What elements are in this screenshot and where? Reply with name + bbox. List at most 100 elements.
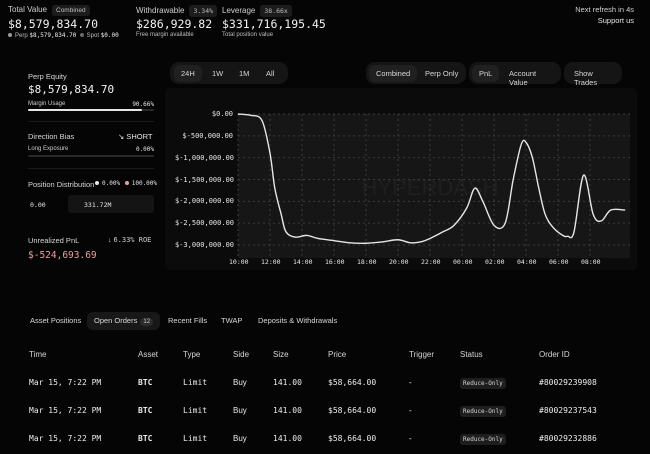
tab-asset-positions[interactable]: Asset Positions [30, 316, 82, 325]
x-tick-label: 06:00 [549, 258, 569, 266]
x-tick-label: 22:00 [421, 258, 441, 266]
range-1m[interactable]: 1M [239, 69, 250, 78]
x-tick-label: 20:00 [389, 258, 409, 266]
tab-recent-fills[interactable]: Recent Fills [168, 316, 208, 325]
mode-combined[interactable]: Combined [369, 65, 418, 82]
withdrawable-tag: 3.34% [189, 5, 218, 17]
x-tick-label: 12:00 [261, 258, 281, 266]
cell-order-id: #80029237543 [539, 406, 597, 415]
withdrawable-value: $286,929.82 [136, 17, 213, 31]
total-value: $8,579,834.70 [8, 17, 99, 31]
y-tick-label: $-1,000,000.00 [175, 153, 235, 162]
combined-tag: Combined [52, 5, 90, 16]
leverage-tag: 38.66x [260, 5, 292, 17]
x-tick-label: 02:00 [485, 258, 505, 266]
direction-bias-label: Direction Bias [28, 132, 75, 141]
cell-asset[interactable]: BTC [138, 406, 153, 415]
position-distribution-label: Position Distribution [28, 180, 95, 189]
metric-selector: PnL Account Value [469, 62, 561, 87]
divider [28, 121, 154, 122]
withdrawable-sub: Free margin available [136, 32, 194, 38]
distribution-legend: 0.00% 100.00% [95, 180, 157, 187]
y-tick-label: $-500,000.00 [182, 131, 233, 140]
distribution-bar: 0.00 331.72M [28, 195, 154, 213]
leverage-value: $331,716,195.45 [222, 17, 326, 31]
tab-deposits-withdrawals[interactable]: Deposits & Withdrawals [258, 316, 338, 325]
leverage-sub: Total position value [222, 32, 274, 38]
cell-time: Mar 15, 7:22 PM [29, 434, 102, 443]
status-badge: Reduce-Only [460, 378, 506, 389]
cell-type: Limit [183, 434, 208, 443]
show-trades-button[interactable]: Show Trades [574, 69, 598, 87]
status-badge: Reduce-Only [460, 434, 506, 445]
plot-area [238, 114, 630, 258]
margin-usage-label: Margin Usage [28, 101, 66, 107]
long-exposure-bar [28, 155, 154, 157]
cell-asset[interactable]: BTC [138, 378, 153, 387]
col-type[interactable]: Type [183, 350, 201, 359]
arrow-down-icon: ↓ [108, 237, 112, 244]
total-value-label: Total Value Combined [8, 5, 90, 16]
x-tick-label: 04:00 [517, 258, 537, 266]
margin-usage-value: 90.66% [132, 101, 154, 108]
support-link[interactable]: Support us [597, 16, 634, 25]
cell-asset[interactable]: BTC [138, 434, 153, 443]
col-trigger[interactable]: Trigger [409, 350, 435, 359]
cell-price: $58,664.00 [328, 406, 377, 415]
x-tick-label: 10:00 [229, 258, 249, 266]
watermark-logo: HYPERDASH [362, 175, 499, 200]
cell-size: 141.00 [273, 434, 302, 443]
perp-dot-icon [8, 33, 12, 38]
col-price[interactable]: Price [328, 350, 347, 359]
y-tick-label: $-2,500,000.00 [175, 219, 235, 228]
col-side[interactable]: Side [233, 350, 250, 359]
range-1w[interactable]: 1W [212, 69, 224, 78]
cell-price: $58,664.00 [328, 378, 377, 387]
cell-trigger: - [409, 434, 412, 443]
long-dot-icon [95, 181, 99, 186]
y-tick-label: $-2,000,000.00 [175, 197, 235, 206]
metric-pnl[interactable]: PnL [472, 65, 500, 82]
cell-size: 141.00 [273, 406, 302, 415]
pnl-series-line [237, 113, 626, 245]
metric-account-value[interactable]: Account Value [509, 69, 537, 87]
cell-side: Buy [233, 406, 247, 415]
x-tick-label: 14:00 [293, 258, 313, 266]
tab-open-orders[interactable]: Open Orders 12 [87, 312, 161, 330]
col-size[interactable]: Size [273, 350, 289, 359]
mode-perp-only[interactable]: Perp Only [425, 69, 459, 78]
upnl-label: Unrealized PnL [28, 236, 80, 245]
leverage-label: Leverage 38.66x [222, 5, 292, 17]
col-time[interactable]: Time [29, 350, 47, 359]
x-tick-label: 18:00 [357, 258, 377, 266]
cell-order-id: #80029239908 [539, 378, 597, 387]
spot-dot-icon [79, 33, 84, 38]
col-status[interactable]: Status [460, 350, 483, 359]
col-order-id[interactable]: Order ID [539, 350, 570, 359]
direction-bias-value: ↘ SHORT [118, 132, 153, 141]
tab-twap[interactable]: TWAP [221, 316, 243, 325]
short-dot-icon [124, 181, 129, 186]
x-tick-label: 08:00 [581, 258, 601, 266]
y-tick-label: $-3,000,000.00 [175, 241, 235, 249]
cell-time: Mar 15, 7:22 PM [29, 406, 102, 415]
refresh-countdown: Next refresh in 4s [575, 5, 634, 14]
cell-order-id: #80029232886 [539, 434, 597, 443]
range-all[interactable]: All [266, 69, 275, 78]
y-tick-label: $-1,500,000.00 [175, 175, 235, 184]
cell-trigger: - [409, 378, 412, 387]
x-tick-label: 16:00 [325, 258, 345, 266]
long-exposure-value: 0.00% [135, 146, 154, 153]
perp-equity-value: $8,579,834.70 [28, 83, 115, 96]
range-24h[interactable]: 24H [174, 65, 202, 82]
open-orders-count: 12 [140, 318, 154, 326]
cell-type: Limit [183, 378, 208, 387]
range-selector: 24H 1W 1M All [170, 62, 288, 84]
pnl-chart: HYPERDASH [237, 113, 630, 258]
trend-down-icon: ↘ [118, 132, 125, 141]
cell-time: Mar 15, 7:22 PM [29, 378, 102, 387]
margin-usage-fill [28, 109, 143, 111]
col-asset[interactable]: Asset [138, 350, 159, 359]
y-tick-label: $0.00 [211, 110, 233, 118]
withdrawable-label: Withdrawable 3.34% [136, 5, 218, 17]
